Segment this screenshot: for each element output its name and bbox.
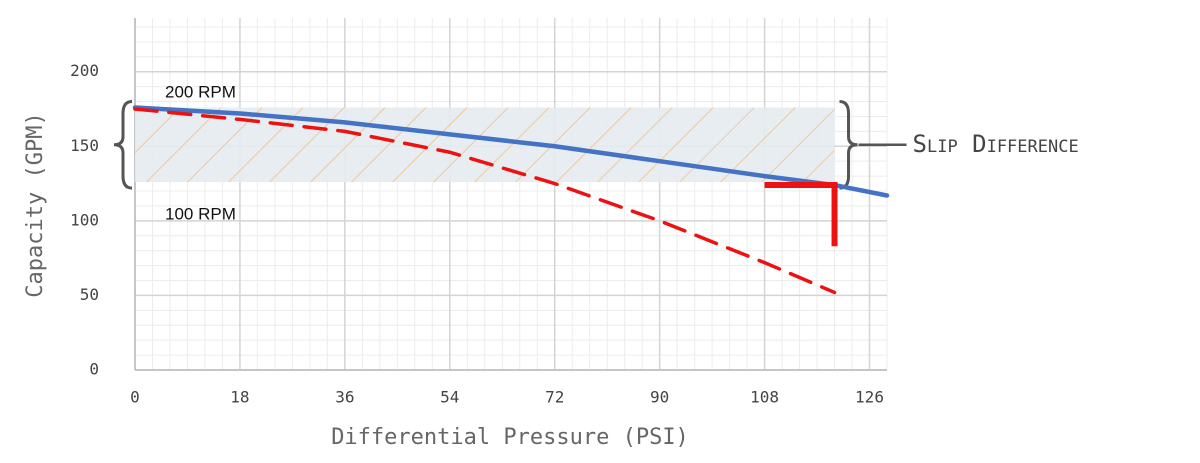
x-tick-label: 126 bbox=[855, 388, 884, 407]
y-tick-label: 100 bbox=[70, 210, 99, 229]
series-line bbox=[133, 107, 837, 295]
x-tick-label: 54 bbox=[440, 388, 459, 407]
series-label: 100 RPM bbox=[165, 204, 236, 223]
y-tick-label: 150 bbox=[70, 136, 99, 155]
slip-marker bbox=[764, 182, 838, 247]
x-tick-label: 18 bbox=[230, 388, 249, 407]
y-axis-title: Capacity (GPM) bbox=[23, 112, 48, 297]
left-brace bbox=[113, 99, 133, 190]
x-tick-label: 36 bbox=[335, 388, 354, 407]
x-tick-label: 108 bbox=[750, 388, 779, 407]
y-tick-label: 200 bbox=[70, 61, 99, 80]
x-tick-label: 0 bbox=[130, 388, 140, 407]
y-tick-label: 50 bbox=[80, 285, 99, 304]
x-tick-label: 90 bbox=[650, 388, 669, 407]
x-axis-title: Differential Pressure (PSI) bbox=[331, 425, 689, 450]
right-brace bbox=[839, 99, 858, 190]
series-label: 200 RPM bbox=[165, 82, 236, 101]
y-tick-label: 0 bbox=[89, 360, 99, 379]
x-tick-label: 72 bbox=[545, 388, 564, 407]
slip-annotation: Slip Difference bbox=[913, 130, 1079, 158]
